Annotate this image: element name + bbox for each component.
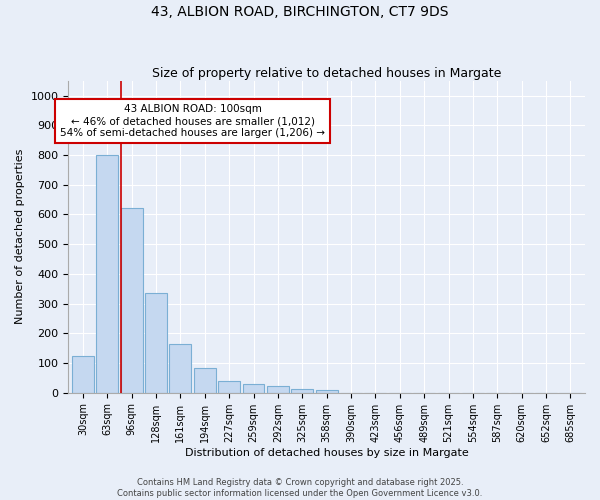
Title: Size of property relative to detached houses in Margate: Size of property relative to detached ho… — [152, 66, 502, 80]
Bar — [72, 356, 94, 393]
Bar — [121, 208, 143, 392]
Bar — [169, 344, 191, 392]
Bar — [145, 293, 167, 392]
Bar — [316, 390, 338, 392]
Bar — [194, 368, 216, 392]
Bar — [218, 381, 240, 392]
X-axis label: Distribution of detached houses by size in Margate: Distribution of detached houses by size … — [185, 448, 469, 458]
Bar — [291, 388, 313, 392]
Text: 43, ALBION ROAD, BIRCHINGTON, CT7 9DS: 43, ALBION ROAD, BIRCHINGTON, CT7 9DS — [151, 5, 449, 19]
Text: Contains HM Land Registry data © Crown copyright and database right 2025.
Contai: Contains HM Land Registry data © Crown c… — [118, 478, 482, 498]
Bar — [97, 155, 118, 392]
Bar — [242, 384, 265, 392]
Text: 43 ALBION ROAD: 100sqm
← 46% of detached houses are smaller (1,012)
54% of semi-: 43 ALBION ROAD: 100sqm ← 46% of detached… — [60, 104, 325, 138]
Y-axis label: Number of detached properties: Number of detached properties — [15, 149, 25, 324]
Bar — [267, 386, 289, 392]
